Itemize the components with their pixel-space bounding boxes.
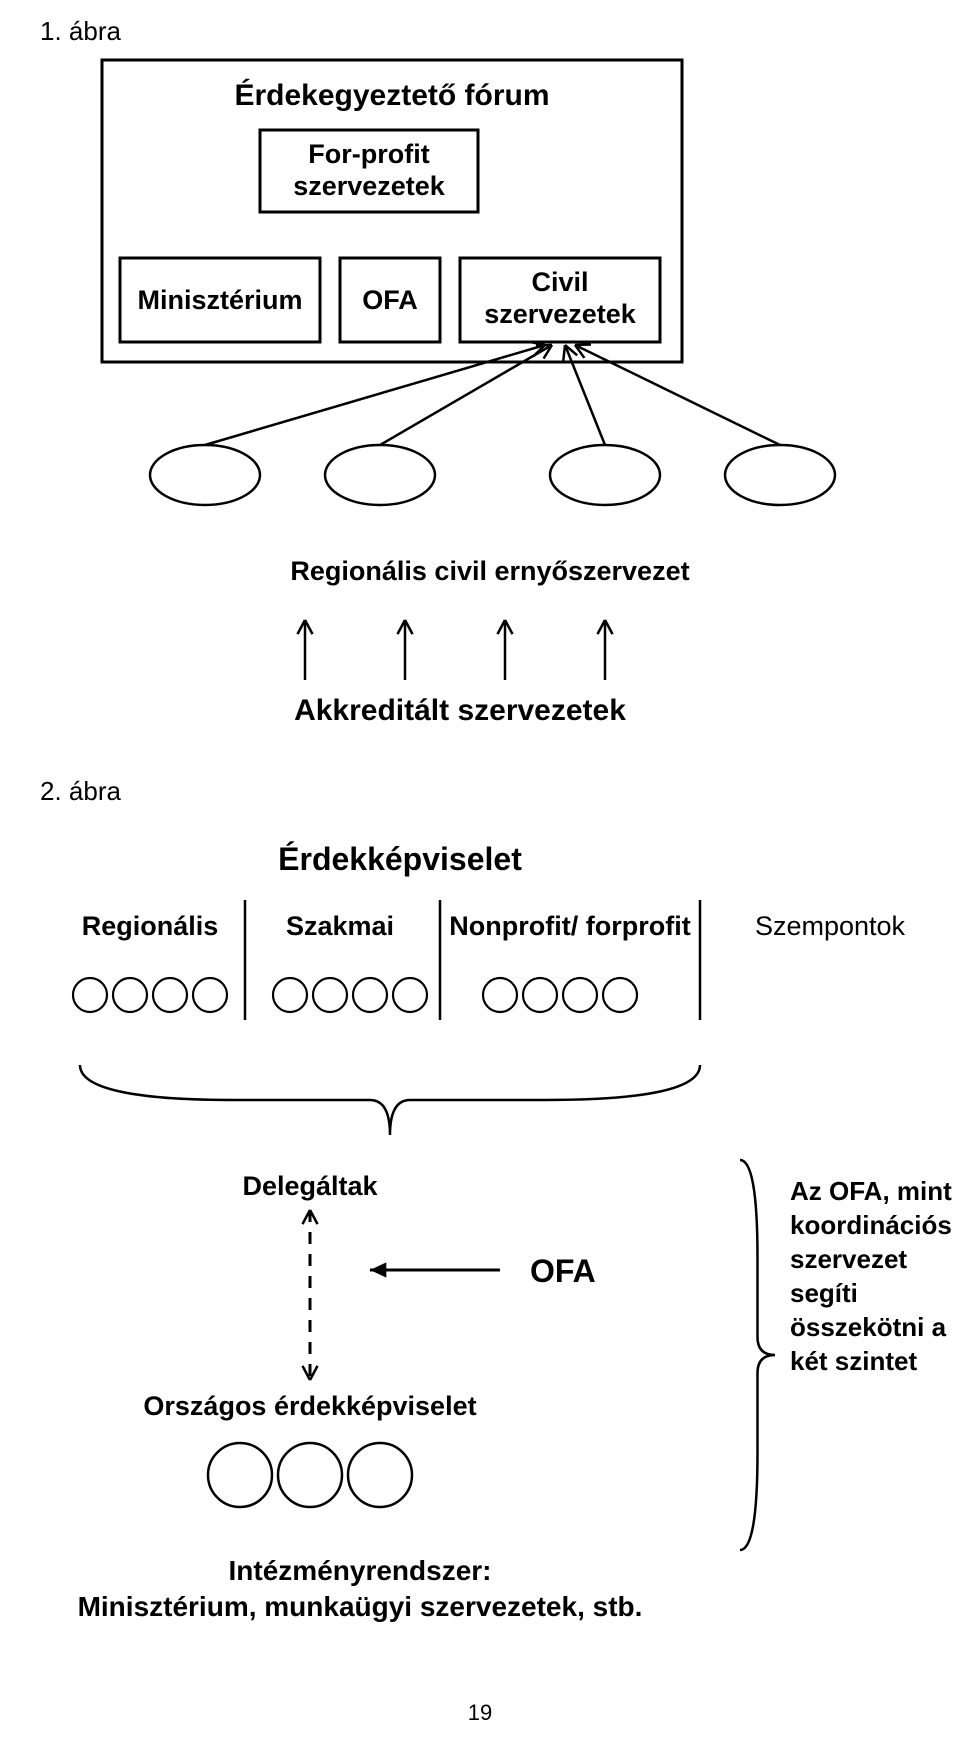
- label: összekötni a: [790, 1312, 947, 1342]
- label: Delegáltak: [242, 1171, 378, 1201]
- label: szervezetek: [293, 171, 446, 201]
- figure1-caption: 1. ábra: [40, 16, 121, 46]
- forum-title: Érdekegyeztető fórum: [234, 78, 549, 112]
- line: [563, 345, 565, 361]
- label: Regionális: [82, 911, 219, 941]
- label: OFA: [362, 285, 418, 315]
- label: két szintet: [790, 1346, 917, 1376]
- label: Minisztérium: [137, 285, 302, 315]
- label: OFA: [530, 1253, 596, 1289]
- label: For-profit: [308, 139, 429, 169]
- figure2-title: Érdekképviselet: [278, 841, 522, 877]
- label: Országos érdekképviselet: [143, 1391, 476, 1421]
- label: Szempontok: [755, 911, 906, 941]
- label: szervezet: [790, 1244, 907, 1274]
- page-number: 19: [468, 1700, 492, 1725]
- label: Az OFA, mint: [790, 1176, 952, 1206]
- line: [536, 345, 552, 346]
- label: Civil: [531, 267, 588, 297]
- label: Minisztérium, munkaügyi szervezetek, stb…: [78, 1591, 643, 1622]
- label: Intézményrendszer:: [229, 1555, 492, 1586]
- label: Akkreditált szervezetek: [294, 694, 626, 727]
- figure2-caption: 2. ábra: [40, 776, 121, 806]
- label: Szakmai: [286, 911, 394, 941]
- label: koordinációs: [790, 1210, 952, 1240]
- label: szervezetek: [484, 299, 637, 329]
- page-background: [0, 0, 960, 1760]
- line: [575, 344, 591, 345]
- label: Nonprofit/ forprofit: [449, 911, 690, 941]
- label: Regionális civil ernyőszervezet: [290, 556, 689, 586]
- label: segíti: [790, 1278, 858, 1308]
